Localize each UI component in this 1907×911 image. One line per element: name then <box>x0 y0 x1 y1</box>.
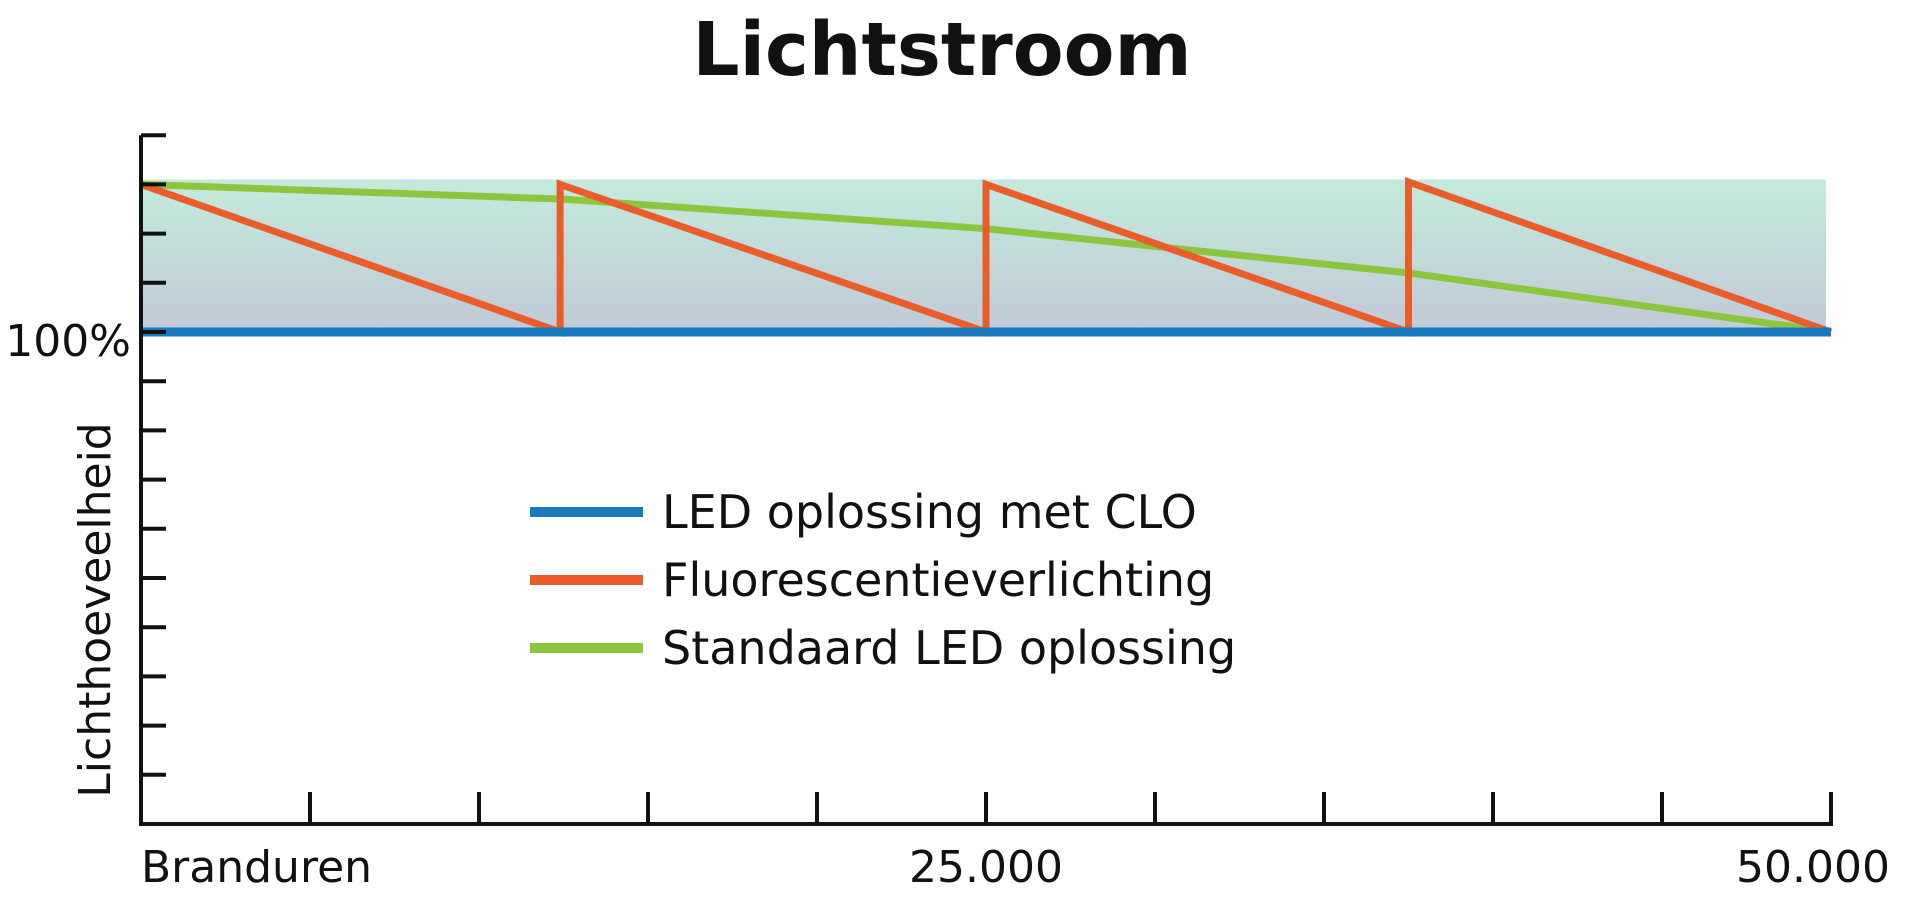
legend-label: Fluorescentieverlichting <box>662 553 1214 607</box>
legend-item: Fluorescentieverlichting <box>530 553 1214 607</box>
chart-title: Lichtstroom <box>692 7 1191 93</box>
series-line-2 <box>139 176 1833 337</box>
legend-label: LED oplossing met CLO <box>662 485 1197 539</box>
legend-label: Standaard LED oplossing <box>662 621 1236 675</box>
x-tick-label: 50.000 <box>1736 842 1890 893</box>
legend-item: Standaard LED oplossing <box>530 621 1236 675</box>
x-tick-label: 25.000 <box>909 842 1063 893</box>
legend-item: LED oplossing met CLO <box>530 485 1197 539</box>
y-axis-title: Lichthoeveelheid <box>70 422 121 797</box>
x-axis-title: Branduren <box>141 842 372 893</box>
y-tick-label: 100% <box>5 316 131 367</box>
